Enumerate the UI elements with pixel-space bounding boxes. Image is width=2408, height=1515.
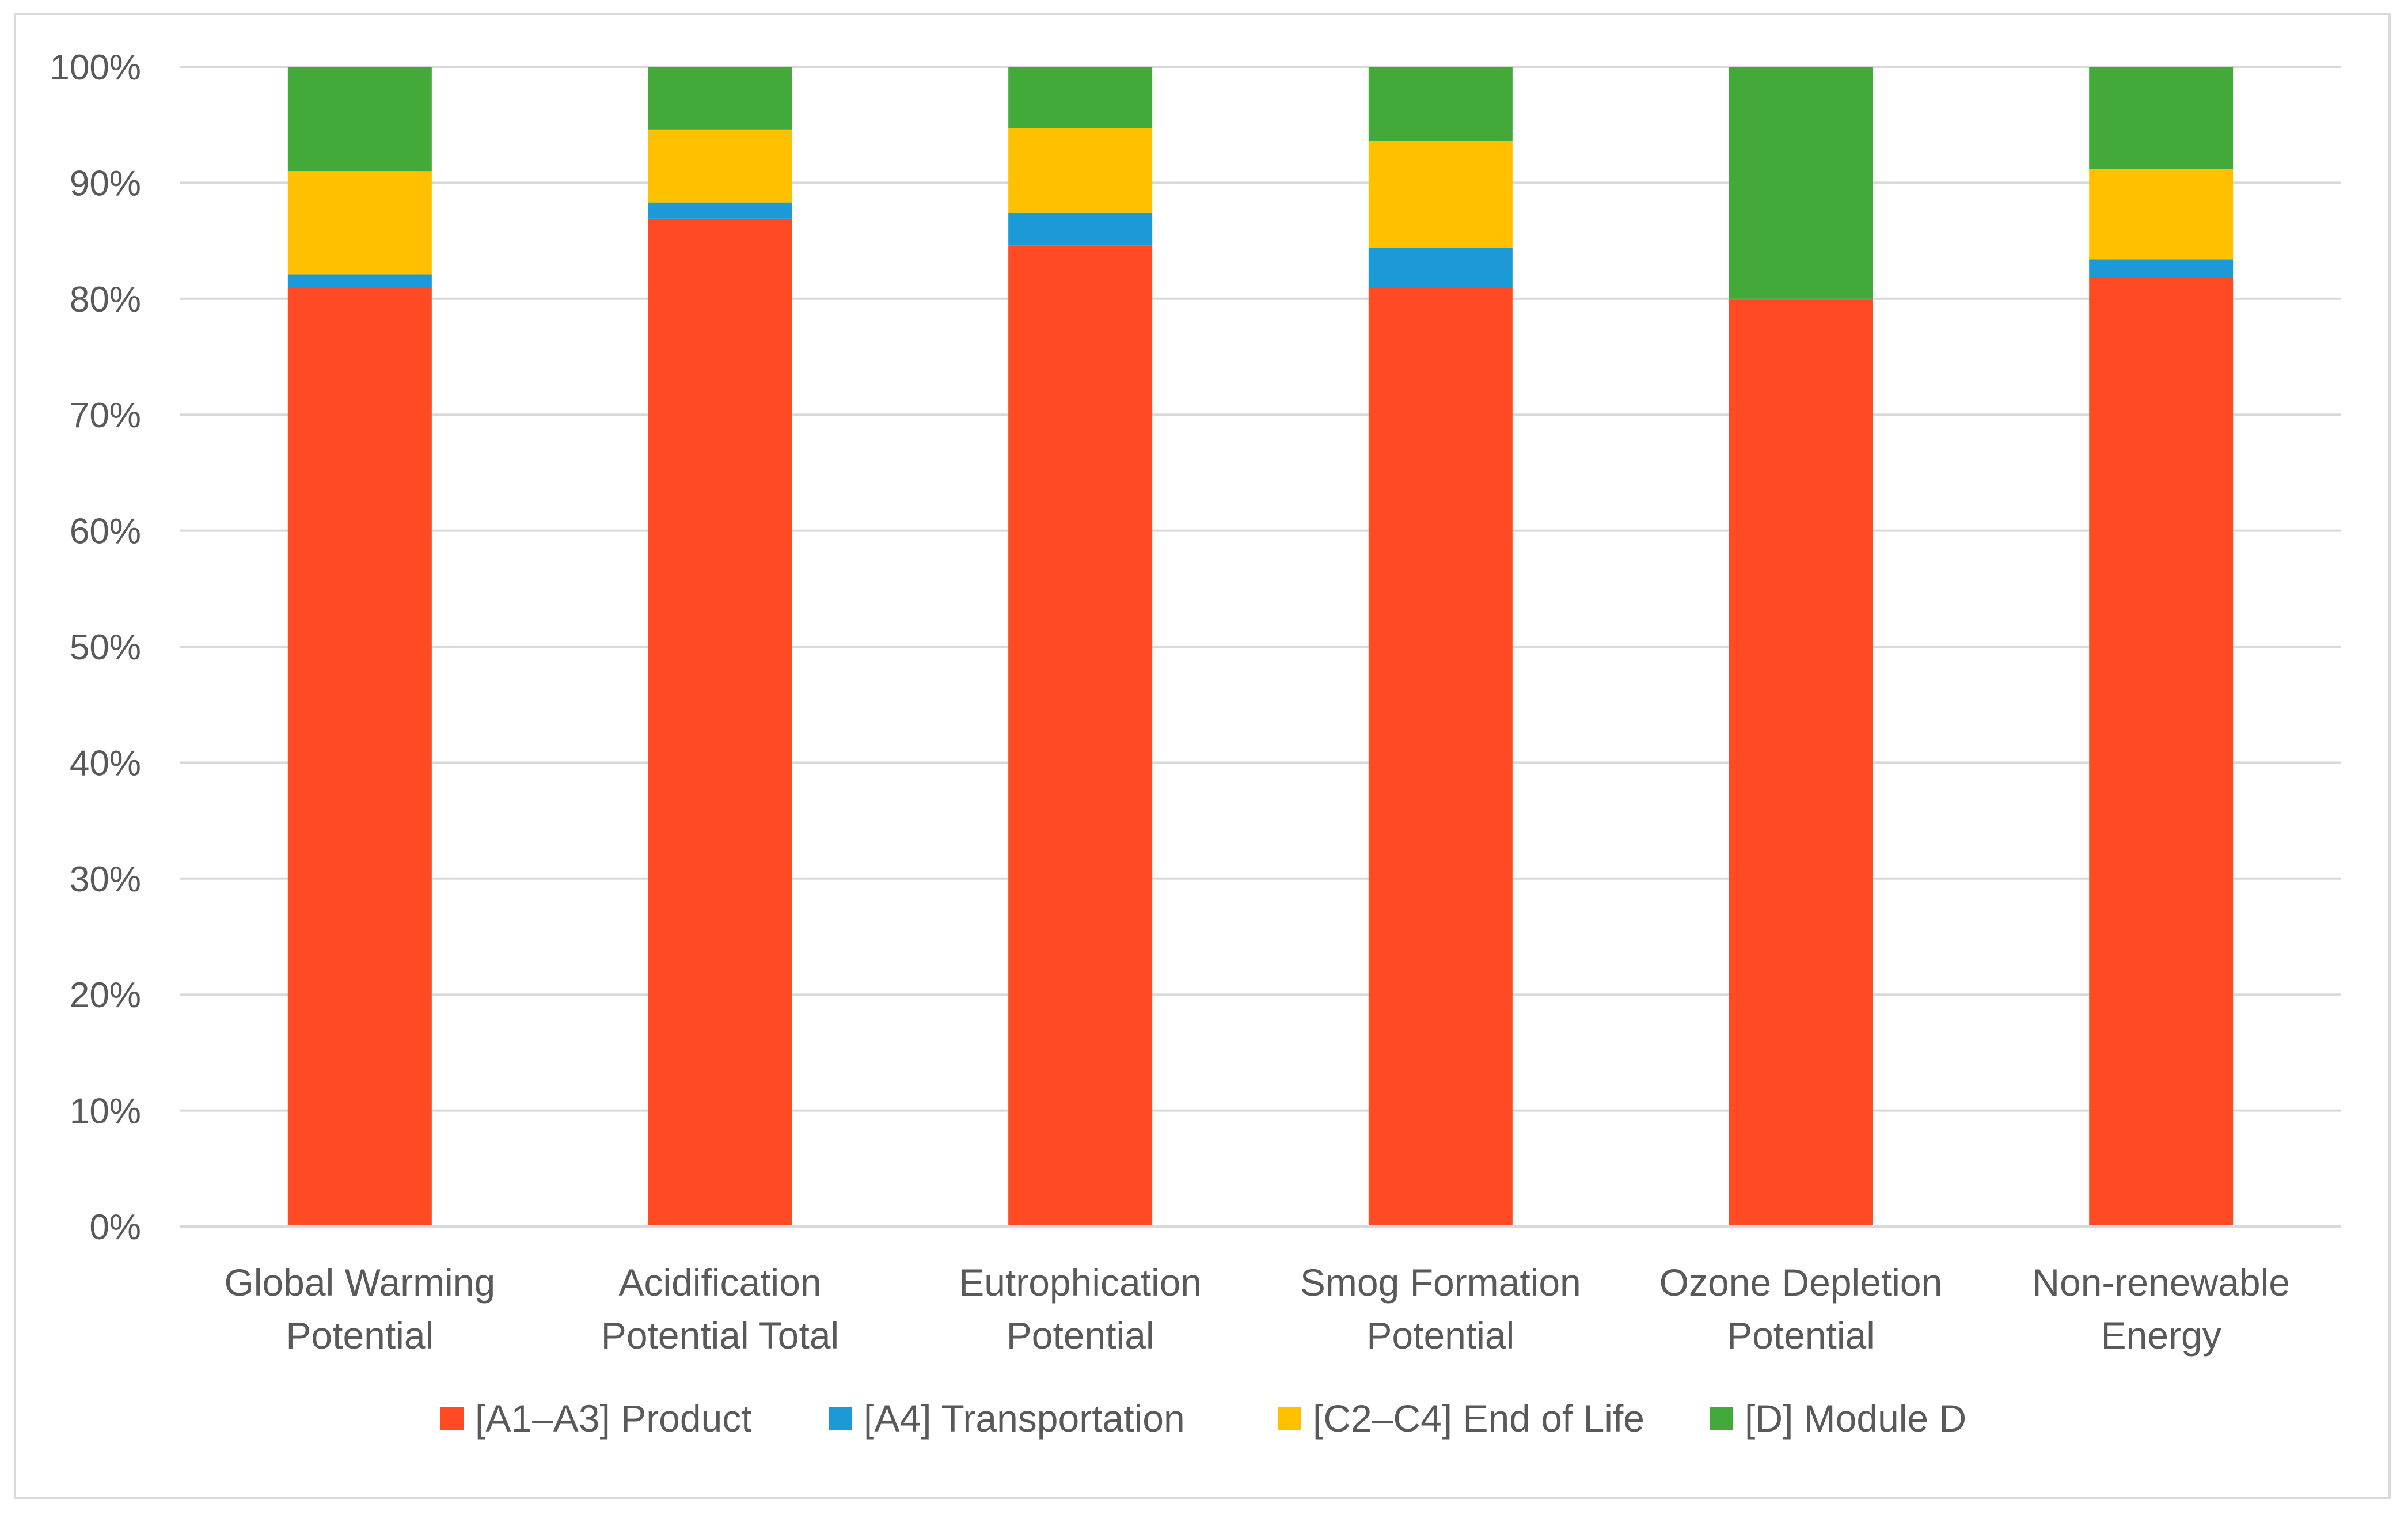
legend-label: [C2–C4] End of Life (1313, 1397, 1644, 1440)
y-tick-label: 100% (50, 48, 141, 88)
x-category-label: Non-renewable (2032, 1261, 2290, 1304)
bar-segment (2089, 259, 2234, 278)
x-category-label: Ozone Depletion (1659, 1261, 1943, 1304)
x-category-label: Potential Total (601, 1314, 839, 1357)
bar-segment (2089, 169, 2234, 260)
bar-segment (648, 218, 792, 1227)
bar-segment (1729, 67, 1873, 299)
x-category-label: Global Warming (224, 1261, 495, 1304)
y-tick-label: 80% (70, 280, 141, 320)
y-tick-label: 60% (70, 512, 141, 552)
y-tick-label: 90% (70, 164, 141, 203)
bars (287, 67, 2234, 1227)
bar-segment (2089, 67, 2234, 169)
x-category-label: Potential (286, 1314, 434, 1357)
y-tick-label: 40% (70, 743, 141, 783)
x-category-label: Potential (1727, 1314, 1875, 1357)
y-tick-label: 50% (70, 628, 141, 667)
legend-swatch (1710, 1407, 1733, 1430)
bar-segment (1008, 245, 1153, 1227)
bar-segment (1008, 67, 1153, 128)
bar-segment (648, 129, 792, 203)
y-tick-label: 30% (70, 860, 141, 899)
gridlines (180, 66, 2341, 1112)
legend-swatch (440, 1407, 464, 1430)
bar-segment (648, 202, 792, 219)
bar-segment (1008, 212, 1153, 246)
y-tick-label: 20% (70, 975, 141, 1015)
bar-segment (2089, 278, 2234, 1227)
legend-swatch (1278, 1407, 1301, 1430)
x-category-label: Smog Formation (1300, 1261, 1581, 1304)
x-category-label: Acidification (618, 1261, 821, 1304)
bar-segment (287, 171, 432, 275)
bar-segment (1368, 141, 1513, 248)
bar-segment (287, 67, 432, 172)
legend: [A1–A3] Product [A4] Transportation [C2–C4… (440, 1397, 1966, 1440)
bar-segment (287, 287, 432, 1227)
bar-segment (1729, 298, 1873, 300)
y-tick-label: 70% (70, 396, 141, 435)
x-category-label: Eutrophication (959, 1261, 1202, 1304)
bar-segment (1729, 299, 1873, 1227)
bar-segment (287, 274, 432, 287)
legend-label: [A4] Transportation (864, 1397, 1185, 1440)
legend-swatch (829, 1407, 852, 1430)
x-category-label: Potential (1007, 1314, 1154, 1357)
y-axis-tick-labels: 0% 10% 20% 30% 40% 50% 60% 70% 80% 90% 100% (50, 48, 141, 1247)
bar-segment (1008, 128, 1153, 213)
legend-label: [A1–A3] Product (475, 1397, 752, 1440)
y-tick-label: 10% (70, 1092, 141, 1131)
bar-segment (1368, 67, 1513, 141)
x-category-label: Energy (2101, 1314, 2221, 1357)
bar-segment (1368, 248, 1513, 287)
bar-segment (648, 67, 792, 130)
y-tick-label: 0% (89, 1208, 141, 1247)
legend-label: [D] Module D (1745, 1397, 1966, 1440)
bar-segment (1368, 287, 1513, 1227)
x-category-label: Potential (1366, 1314, 1514, 1357)
x-axis-category-labels: Global Warming Potential Acidification Pote… (224, 1261, 2289, 1357)
